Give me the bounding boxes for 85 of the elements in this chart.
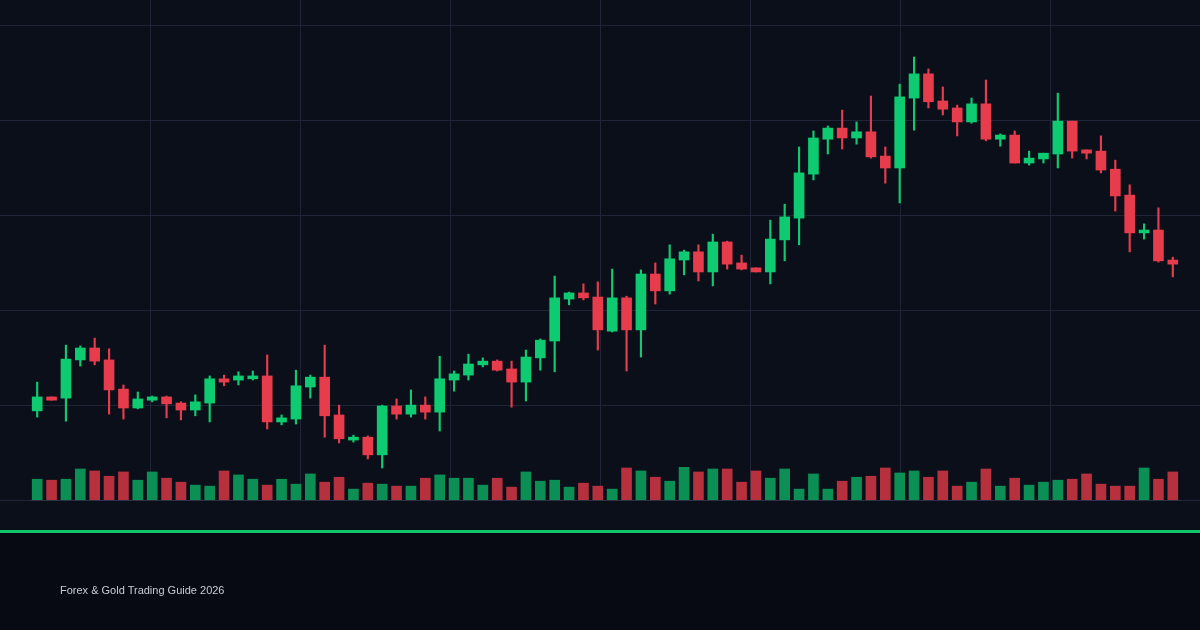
bar bbox=[233, 474, 244, 500]
bar bbox=[74, 468, 86, 500]
bar bbox=[923, 476, 934, 500]
bar bbox=[534, 480, 546, 500]
bar bbox=[448, 477, 460, 500]
bar bbox=[836, 480, 848, 500]
bar bbox=[204, 485, 216, 500]
bar bbox=[678, 467, 690, 500]
bar bbox=[635, 470, 647, 500]
text: Forex & Gold Trading Guide 2026 bbox=[60, 584, 225, 596]
bar bbox=[1009, 477, 1021, 500]
bar bbox=[1124, 485, 1136, 500]
bar bbox=[578, 482, 589, 500]
bar bbox=[89, 470, 101, 500]
bar bbox=[60, 478, 72, 500]
bar bbox=[118, 471, 129, 500]
bar bbox=[1167, 471, 1179, 500]
bar bbox=[693, 471, 704, 500]
bar bbox=[851, 476, 862, 500]
bar bbox=[736, 481, 747, 500]
bar bbox=[376, 483, 388, 500]
bar bbox=[721, 468, 733, 500]
bar bbox=[621, 467, 632, 500]
bar bbox=[1081, 473, 1092, 500]
bar bbox=[879, 467, 891, 500]
bar bbox=[1066, 478, 1078, 500]
bar bbox=[261, 484, 273, 500]
bar bbox=[1095, 483, 1107, 500]
bar bbox=[966, 481, 977, 500]
bar bbox=[304, 473, 316, 500]
bar bbox=[348, 488, 359, 500]
bar bbox=[750, 470, 762, 500]
bar bbox=[506, 486, 517, 500]
bar bbox=[46, 479, 57, 500]
bar bbox=[808, 473, 819, 500]
bar bbox=[937, 470, 949, 500]
bar bbox=[146, 471, 158, 500]
bar bbox=[175, 481, 187, 500]
bar bbox=[764, 477, 776, 500]
bar bbox=[1109, 485, 1121, 500]
bar bbox=[865, 475, 877, 500]
bar bbox=[649, 476, 661, 500]
bar bbox=[491, 477, 503, 500]
candlestick bbox=[506, 360, 517, 408]
bar bbox=[362, 482, 374, 500]
bar bbox=[391, 485, 402, 500]
bar bbox=[1052, 479, 1064, 500]
bar bbox=[1153, 478, 1164, 500]
bar bbox=[606, 488, 618, 500]
bar bbox=[333, 476, 345, 500]
bar bbox=[1038, 481, 1049, 500]
bar bbox=[103, 475, 115, 500]
candlestick bbox=[161, 395, 172, 419]
bar bbox=[951, 485, 963, 500]
bar bbox=[520, 471, 532, 500]
bar bbox=[419, 477, 431, 500]
bar bbox=[247, 478, 259, 500]
bar bbox=[994, 485, 1006, 500]
bar bbox=[664, 480, 676, 500]
bar bbox=[1023, 484, 1035, 500]
bar bbox=[707, 468, 719, 500]
bar bbox=[980, 468, 992, 500]
bar bbox=[132, 479, 144, 500]
bar bbox=[31, 478, 43, 500]
bar bbox=[434, 474, 446, 500]
bar bbox=[822, 488, 834, 500]
candlestick bbox=[578, 283, 589, 301]
bar bbox=[908, 470, 920, 500]
bar bbox=[477, 484, 489, 500]
bar bbox=[276, 478, 287, 500]
bar bbox=[592, 485, 604, 500]
bar bbox=[218, 470, 230, 500]
bar bbox=[290, 483, 302, 500]
bar bbox=[405, 485, 417, 500]
bar bbox=[793, 488, 805, 500]
bar bbox=[463, 477, 474, 500]
bar bbox=[161, 477, 172, 500]
bar bbox=[189, 484, 201, 500]
bar bbox=[563, 486, 575, 500]
bar bbox=[1138, 467, 1150, 500]
bar bbox=[894, 472, 906, 500]
bar bbox=[319, 481, 331, 500]
bar bbox=[549, 479, 561, 500]
candlestick bbox=[851, 121, 862, 145]
bar bbox=[779, 468, 791, 500]
